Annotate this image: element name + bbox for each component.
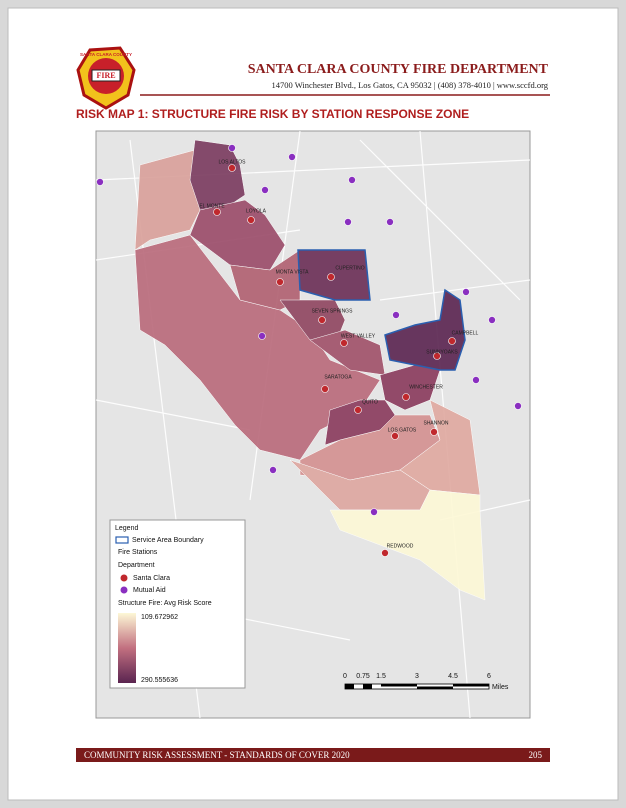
- legend-item: Fire Stations: [118, 549, 158, 556]
- station-label: SARATOGA: [324, 374, 352, 380]
- station-label: REDWOOD: [387, 543, 414, 549]
- footer-bar: [76, 748, 550, 762]
- station-label: QUITO: [362, 399, 378, 405]
- station-label: WEST VALLEY: [341, 333, 376, 339]
- map: LOS ALTOS EL MONTE LOYOLA MONTA VISTA CU…: [95, 130, 531, 719]
- scale-label: 0.75: [356, 673, 370, 680]
- logo: FIRE SANTA CLARA COUNTY: [76, 46, 136, 110]
- legend-item: Santa Clara: [133, 575, 170, 582]
- section-title: RISK MAP 1: STRUCTURE FIRE RISK BY STATI…: [76, 107, 469, 121]
- scale-bar: 0 0.75 1.5 3 4.5 6 Miles: [343, 673, 509, 691]
- page-number: 205: [529, 750, 543, 760]
- logo-badge: FIRE: [96, 71, 115, 80]
- legend: Legend Service Area Boundary Fire Statio…: [109, 519, 246, 689]
- footer-text: COMMUNITY RISK ASSESSMENT - STANDARDS OF…: [84, 750, 350, 760]
- header-address: 14700 Winchester Blvd., Los Gatos, CA 95…: [271, 80, 548, 90]
- station-label: MONTA VISTA: [276, 269, 310, 275]
- station-label: CUPERTINO: [335, 265, 364, 271]
- station-label: WINCHESTER: [409, 384, 443, 390]
- logo-text: SANTA CLARA COUNTY: [80, 52, 132, 57]
- legend-item: Structure Fire: Avg Risk Score: [118, 600, 212, 607]
- scale-label: 4.5: [448, 673, 458, 680]
- legend-score: 109.672962: [141, 614, 178, 621]
- scale-label: 1.5: [376, 673, 386, 680]
- station-label: EL MONTE: [199, 203, 225, 209]
- station-label: CAMPBELL: [452, 330, 479, 336]
- header-title: SANTA CLARA COUNTY FIRE DEPARTMENT: [248, 62, 549, 77]
- station-label: SHANNON: [423, 420, 448, 426]
- scale-label: 0: [343, 673, 347, 680]
- legend-item: Service Area Boundary: [132, 537, 204, 544]
- station-label: LOS ALTOS: [218, 159, 246, 165]
- station-label: LOYOLA: [246, 208, 267, 214]
- scale-unit: Miles: [492, 684, 509, 691]
- station-label: LOS GATOS: [388, 427, 417, 433]
- legend-item: Department: [118, 562, 155, 569]
- station-label: SEVEN SPRINGS: [312, 308, 354, 314]
- scale-label: 3: [415, 673, 419, 680]
- legend-score: 290.555636: [141, 677, 178, 684]
- legend-item: Mutual Aid: [133, 587, 166, 594]
- legend-title: Legend: [115, 525, 138, 532]
- station-label: SUNNYOAKS: [426, 349, 458, 355]
- scale-label: 6: [487, 673, 491, 680]
